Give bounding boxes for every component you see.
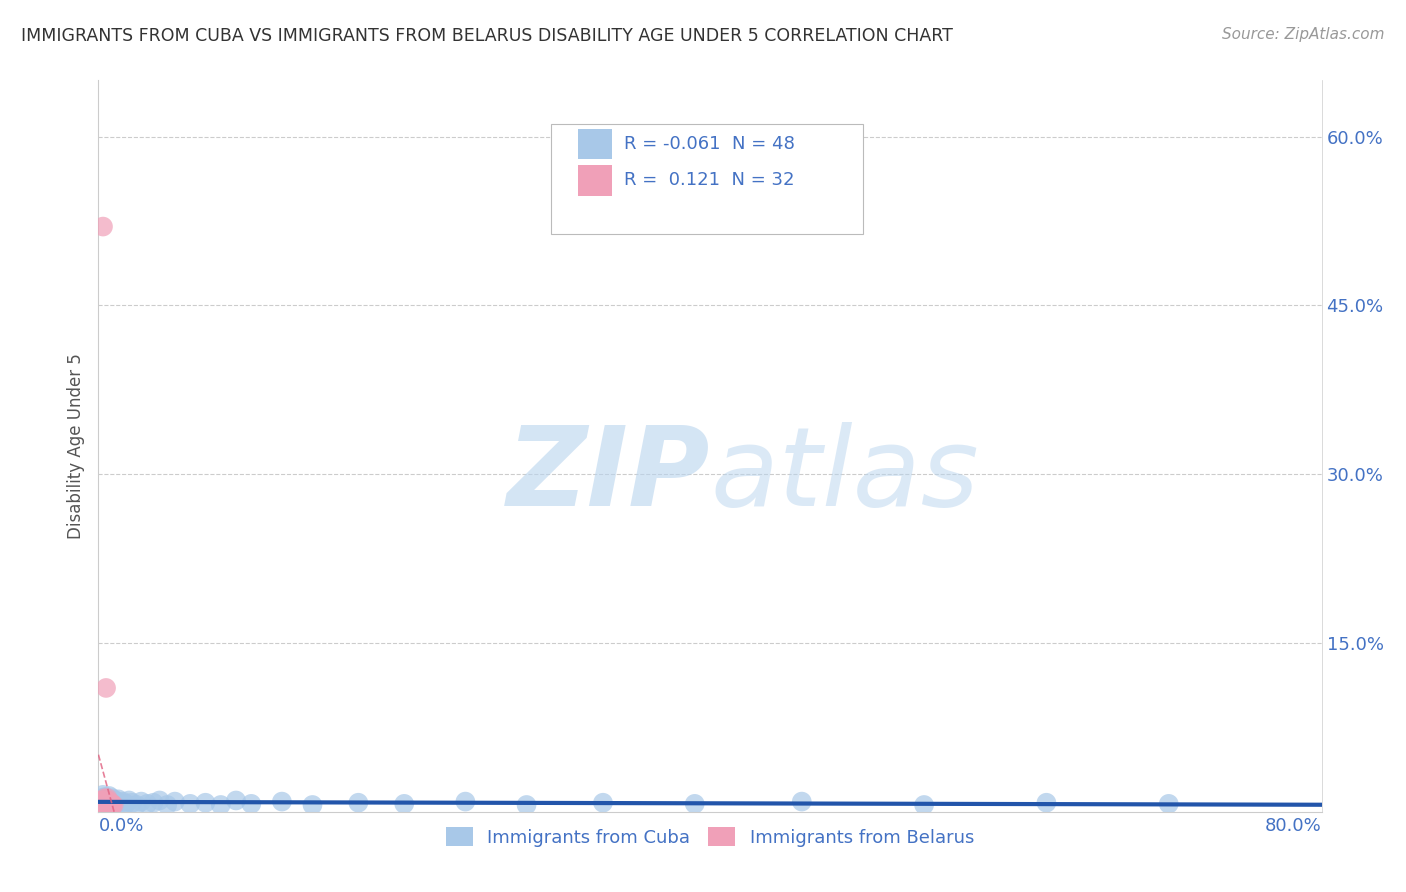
Text: Source: ZipAtlas.com: Source: ZipAtlas.com <box>1222 27 1385 42</box>
Point <box>90 797 112 812</box>
Point <box>97 796 120 810</box>
Point <box>93 793 115 807</box>
Point <box>1157 797 1180 811</box>
Point <box>454 795 477 809</box>
Point <box>98 797 121 811</box>
FancyBboxPatch shape <box>578 128 612 160</box>
Point <box>93 791 115 805</box>
Point <box>94 799 117 814</box>
Point <box>912 797 935 812</box>
Point <box>121 796 143 810</box>
Point <box>111 795 134 809</box>
Point <box>392 797 416 811</box>
Point <box>790 795 813 809</box>
Point <box>98 795 121 809</box>
Point <box>93 796 115 810</box>
Point <box>101 799 124 814</box>
Point <box>91 793 114 807</box>
Point <box>94 681 117 695</box>
Point <box>103 797 125 811</box>
Point <box>93 790 115 805</box>
Point <box>129 795 152 809</box>
Point <box>104 793 127 807</box>
Point <box>91 795 114 809</box>
Point <box>118 793 141 807</box>
Point <box>1035 796 1057 810</box>
Point <box>100 797 122 812</box>
Point <box>89 795 111 809</box>
Point <box>97 793 120 807</box>
Point <box>91 219 114 234</box>
Point <box>209 797 232 812</box>
Point <box>516 797 538 812</box>
Point <box>240 797 263 811</box>
Point <box>110 797 132 812</box>
Point <box>97 791 120 805</box>
Point <box>98 789 121 803</box>
Point <box>91 788 114 802</box>
Point <box>115 797 138 811</box>
Point <box>194 796 217 810</box>
Point <box>91 797 114 811</box>
Point <box>100 795 122 809</box>
Text: IMMIGRANTS FROM CUBA VS IMMIGRANTS FROM BELARUS DISABILITY AGE UNDER 5 CORRELATI: IMMIGRANTS FROM CUBA VS IMMIGRANTS FROM … <box>21 27 953 45</box>
Point <box>90 791 112 805</box>
Point <box>94 797 117 811</box>
Point <box>179 797 201 811</box>
FancyBboxPatch shape <box>578 165 612 196</box>
Point <box>225 793 247 807</box>
Point <box>91 797 114 812</box>
Point <box>107 792 129 806</box>
Point <box>94 797 117 811</box>
Y-axis label: Disability Age Under 5: Disability Age Under 5 <box>66 353 84 539</box>
Point <box>89 799 111 814</box>
Point <box>97 796 120 810</box>
Point <box>93 797 115 812</box>
Point <box>94 796 117 810</box>
Point <box>136 797 159 811</box>
Point <box>89 799 111 814</box>
Point <box>90 796 112 810</box>
Point <box>347 796 370 810</box>
Point <box>270 795 292 809</box>
Point <box>97 797 120 812</box>
Point <box>683 797 706 811</box>
Point <box>90 793 112 807</box>
Point <box>149 793 172 807</box>
Point <box>125 797 148 812</box>
Point <box>100 796 122 810</box>
Point <box>101 791 124 805</box>
Point <box>91 799 114 814</box>
Text: atlas: atlas <box>710 422 979 529</box>
Point <box>90 796 112 810</box>
Point <box>156 797 179 812</box>
Text: R =  0.121  N = 32: R = 0.121 N = 32 <box>624 171 794 189</box>
Point <box>98 797 121 812</box>
Point <box>98 799 121 814</box>
Point <box>105 796 128 810</box>
Point <box>163 795 186 809</box>
Point <box>97 793 120 807</box>
Point <box>89 797 111 811</box>
Legend: Immigrants from Cuba, Immigrants from Belarus: Immigrants from Cuba, Immigrants from Be… <box>439 820 981 854</box>
Point <box>93 795 115 809</box>
Text: R = -0.061  N = 48: R = -0.061 N = 48 <box>624 135 796 153</box>
Point <box>142 796 165 810</box>
Text: ZIP: ZIP <box>506 422 710 529</box>
Point <box>94 792 117 806</box>
FancyBboxPatch shape <box>551 124 863 234</box>
Point <box>94 795 117 809</box>
Point <box>101 797 124 811</box>
Point <box>592 796 614 810</box>
Point <box>103 797 125 812</box>
Point <box>301 797 323 812</box>
